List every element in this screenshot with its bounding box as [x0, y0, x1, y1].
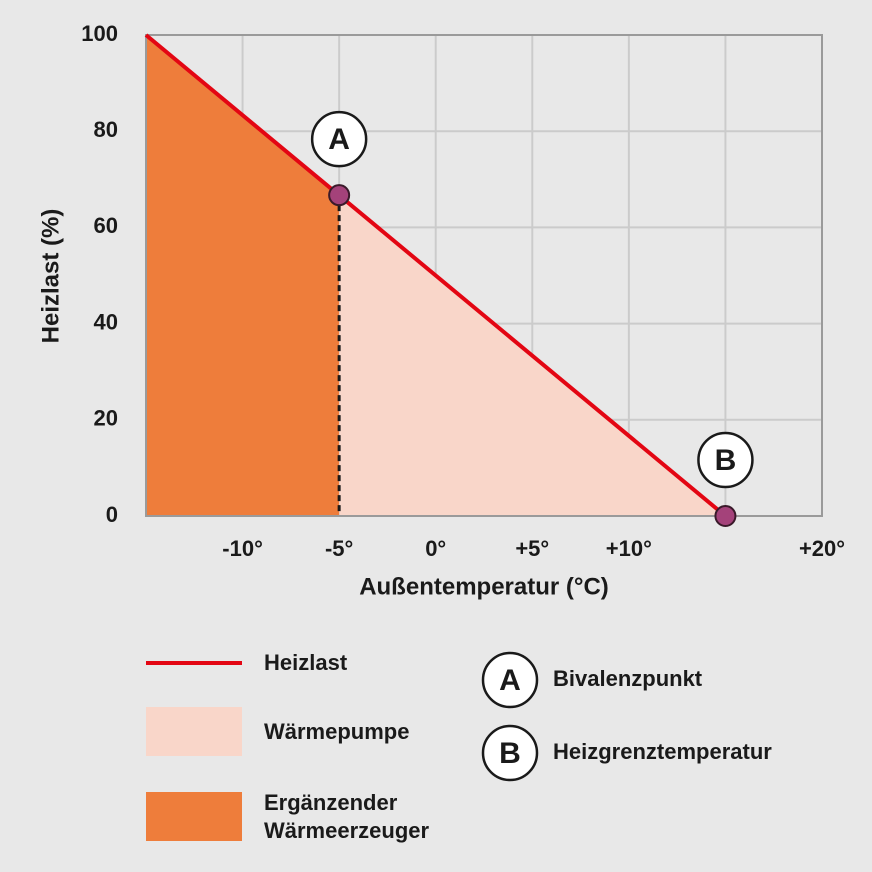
legend-label: Bivalenzpunkt [553, 666, 703, 691]
legend-label-box: Heizlast [264, 650, 348, 675]
legend-badge [481, 724, 539, 782]
point-marker [328, 184, 351, 207]
x-axis-label: Außentemperatur (°C) [359, 573, 609, 600]
legend-label-box: Ergänzender Wärmeerzeuger [264, 790, 430, 843]
legend-swatch [146, 792, 242, 841]
y-tick-label: 100 [81, 21, 118, 46]
legend-swatch [146, 707, 242, 756]
y-axis-label: Heizlast (%) [37, 209, 64, 344]
legend: Heizlast Wärmepumpe Ergänzender Wärmeerzeu… [146, 650, 772, 843]
x-tick-label: +10° [606, 536, 652, 561]
y-tick-label: 0 [106, 502, 118, 527]
legend-label: Wärmepumpe [264, 719, 410, 744]
legend-badge-label: B [499, 737, 521, 770]
legend-label: Heizgrenztemperatur [553, 739, 772, 764]
y-tick-label: 40 [94, 309, 118, 334]
x-tick-label: -5° [325, 536, 353, 561]
point-badge-label: A [328, 123, 350, 156]
point-marker [714, 505, 737, 527]
point-badge [697, 431, 754, 489]
legend-badge [481, 651, 539, 709]
x-tick-label: 0° [425, 536, 446, 561]
legend-badge-label: A [499, 664, 521, 697]
legend-label: Heizlast [264, 650, 348, 675]
y-tick-label: 80 [94, 117, 118, 142]
plot-frame [145, 34, 823, 517]
y-tick-label: 20 [94, 406, 118, 431]
overlay: AB [144, 33, 823, 527]
x-tick-label: -10° [222, 536, 263, 561]
point-badge-label: B [715, 444, 737, 477]
y-tick-label: 60 [94, 213, 118, 238]
line [144, 33, 727, 518]
legend-label-box: Wärmepumpe [264, 719, 410, 744]
point-badge [310, 110, 368, 168]
x-tick-label: +5° [515, 536, 549, 561]
x-tick-label: +20° [799, 536, 845, 561]
legend-label: Ergänzender Wärmeerzeuger [264, 790, 430, 843]
